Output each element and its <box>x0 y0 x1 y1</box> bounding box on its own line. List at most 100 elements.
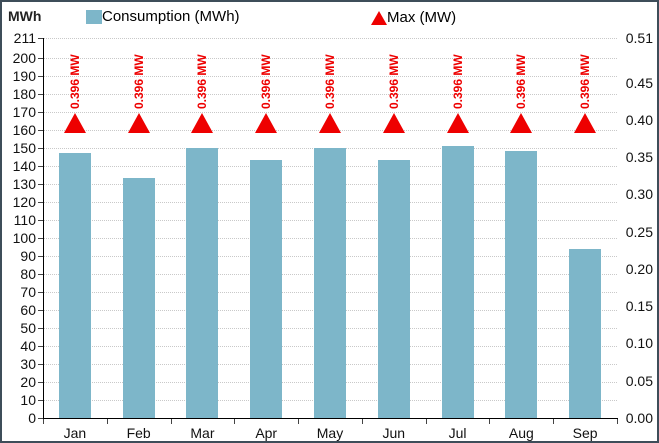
left-axis-tick <box>38 345 43 347</box>
left-axis-tick <box>38 255 43 257</box>
left-axis-tick-label: 140 <box>12 157 36 174</box>
max-triangle-icon <box>371 11 387 25</box>
right-axis-tick-label: 0.51 <box>625 30 653 46</box>
left-axis-tick <box>38 363 43 365</box>
left-axis-tick-label: 211 <box>13 30 36 46</box>
left-axis-tick-label: 150 <box>12 139 36 156</box>
x-axis-tick <box>170 419 172 424</box>
legend-item-consumption: Consumption (MWh) <box>86 7 240 27</box>
left-axis-tick <box>38 291 43 293</box>
legend-max-label: Max (MW) <box>387 9 457 26</box>
left-axis-tick <box>38 219 43 221</box>
right-axis-tick-label: 0.00 <box>625 410 653 426</box>
consumption-swatch-icon <box>86 10 102 24</box>
max-marker-label: 0.396 MW <box>259 54 274 109</box>
left-axis-tick <box>38 327 43 329</box>
left-axis-tick-label: 200 <box>12 49 36 66</box>
left-axis-tick <box>38 381 43 383</box>
gridline <box>43 111 617 113</box>
x-axis-category-label: Mar <box>190 425 215 441</box>
right-axis-tick-label: 0.35 <box>625 149 653 166</box>
left-axis-tick-label: 180 <box>12 85 36 102</box>
left-axis-tick <box>38 273 43 275</box>
left-axis-tick <box>38 309 43 311</box>
consumption-bar <box>250 160 283 418</box>
max-marker-label: 0.396 MW <box>514 54 529 109</box>
right-axis-tick-label: 0.10 <box>625 335 653 352</box>
consumption-bar <box>441 146 474 418</box>
left-axis-tick-label: 110 <box>13 211 36 228</box>
max-marker-label: 0.396 MW <box>67 54 82 109</box>
consumption-bar <box>314 147 346 418</box>
max-marker-label: 0.396 MW <box>450 54 465 109</box>
max-marker-label: 0.396 MW <box>131 54 146 109</box>
left-axis-tick-label: 30 <box>20 355 36 372</box>
max-marker-label: 0.396 MW <box>386 54 401 109</box>
consumption-bar <box>569 248 602 418</box>
x-axis-category-label: Feb <box>126 425 151 441</box>
consumption-bar <box>377 160 410 418</box>
left-axis-tick <box>38 183 43 185</box>
left-axis-tick <box>38 147 43 149</box>
max-marker-icon <box>510 112 533 133</box>
consumption-bar <box>122 178 155 418</box>
y-axis-line <box>43 38 44 419</box>
left-axis-tick-label: 90 <box>20 247 36 264</box>
left-axis-tick <box>38 237 43 239</box>
left-axis-tick <box>38 111 43 113</box>
left-axis-tick <box>38 418 43 419</box>
left-axis-tick-label: 190 <box>12 67 36 84</box>
left-axis-tick-label: 20 <box>20 373 36 390</box>
x-axis-category-label: Apr <box>255 425 278 441</box>
max-marker-label: 0.396 MW <box>195 54 210 109</box>
x-axis-tick <box>298 419 300 424</box>
left-axis-tick-label: 10 <box>20 391 36 408</box>
max-marker-label: 0.396 MW <box>578 54 593 109</box>
x-axis-tick <box>489 419 491 424</box>
x-axis-tick <box>106 419 108 424</box>
x-axis-tick <box>234 419 236 424</box>
left-axis-tick-label: 60 <box>20 301 36 318</box>
x-axis-category-label: Aug <box>508 425 534 441</box>
x-axis-tick <box>361 419 363 424</box>
left-axis-tick-label: 100 <box>12 229 36 246</box>
x-axis-line <box>43 418 618 419</box>
left-axis-tick-label: 130 <box>12 175 36 192</box>
max-marker-icon <box>127 112 150 133</box>
x-axis-tick <box>43 419 44 424</box>
right-axis-tick-label: 0.20 <box>625 260 653 277</box>
x-axis-category-label: Sep <box>572 425 598 441</box>
x-axis-category-label: Jun <box>382 425 406 441</box>
right-axis-tick-label: 0.15 <box>625 298 653 315</box>
left-axis-tick <box>38 129 43 131</box>
left-axis-tick-label: 70 <box>20 283 36 300</box>
right-axis-tick-label: 0.25 <box>625 223 653 240</box>
left-axis-unit-label: MWh <box>8 8 42 24</box>
left-axis-tick <box>38 75 43 77</box>
left-axis-tick-label: 80 <box>20 265 36 282</box>
left-axis-tick-label: 120 <box>12 193 36 210</box>
legend-consumption-label: Consumption (MWh) <box>102 8 240 25</box>
max-marker-label: 0.396 MW <box>323 54 337 109</box>
max-marker-icon <box>574 112 597 133</box>
gridline <box>43 75 617 77</box>
left-axis-tick <box>38 93 43 95</box>
x-axis-tick <box>425 419 427 424</box>
right-axis-tick-label: 0.40 <box>625 111 653 128</box>
max-marker-icon <box>255 112 278 133</box>
consumption-bar <box>58 153 91 418</box>
max-marker-icon <box>191 112 214 133</box>
left-axis-tick <box>38 57 43 59</box>
left-axis-tick-label: 0 <box>28 410 36 426</box>
consumption-bar <box>186 147 219 418</box>
max-marker-icon <box>319 112 341 133</box>
max-marker-icon <box>382 112 405 133</box>
left-axis-tick-label: 170 <box>12 103 36 120</box>
left-axis-tick <box>38 165 43 167</box>
x-axis-category-label: May <box>316 425 344 441</box>
max-marker-icon <box>446 112 469 133</box>
left-axis-tick-label: 160 <box>12 121 36 138</box>
x-axis-category-label: Jul <box>448 425 467 441</box>
left-axis-tick <box>38 38 43 39</box>
chart-legend: Consumption (MWh) Max (MW) <box>2 2 657 30</box>
